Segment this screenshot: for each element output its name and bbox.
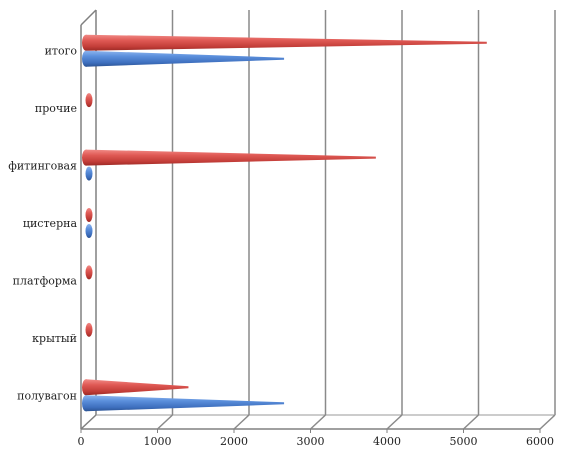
- gridline-floor: [156, 414, 174, 430]
- gridline-floor: [233, 414, 250, 430]
- gridlines: [156, 10, 556, 430]
- gridline-floor: [386, 414, 403, 430]
- x-tick-label: 5000: [450, 435, 478, 448]
- category-labels: полувагон крытый платформа цистерна фитингов…: [8, 45, 77, 403]
- bar: [82, 395, 285, 412]
- bar: [82, 34, 487, 51]
- bar: [85, 265, 93, 280]
- y-category-label: крытый: [32, 332, 77, 345]
- bar: [82, 149, 376, 166]
- x-axis-ticks: 0 1000 2000 3000 4000 5000 6000: [78, 429, 554, 448]
- left-wall-top-edge: [80, 9, 97, 26]
- bar: [82, 379, 189, 396]
- bar: [85, 322, 93, 337]
- plot-frame: [80, 9, 554, 430]
- gridline-floor: [309, 414, 327, 430]
- x-tick-label: 2000: [220, 435, 248, 448]
- x-tick-label: 3000: [297, 435, 325, 448]
- y-category-label: прочие: [35, 102, 77, 115]
- x-tick-label: 4000: [373, 435, 401, 448]
- left-wall-bottom-edge: [80, 414, 97, 430]
- x-tick-label: 1000: [144, 435, 172, 448]
- y-category-label: итого: [45, 45, 78, 58]
- bars: [82, 34, 487, 412]
- gridline-floor: [539, 414, 556, 430]
- y-category-label: полувагон: [17, 389, 77, 402]
- x-tick-label: 6000: [526, 435, 554, 448]
- bar: [85, 224, 93, 238]
- y-category-label: платформа: [13, 274, 78, 287]
- y-category-label: цистерна: [23, 217, 78, 230]
- bar: [85, 93, 93, 108]
- y-category-label: фитинговая: [8, 160, 77, 173]
- bar: [85, 208, 93, 222]
- bar: [82, 50, 285, 67]
- bar: [85, 166, 93, 181]
- x-tick-label: 0: [78, 435, 85, 448]
- gridline-floor: [462, 414, 480, 430]
